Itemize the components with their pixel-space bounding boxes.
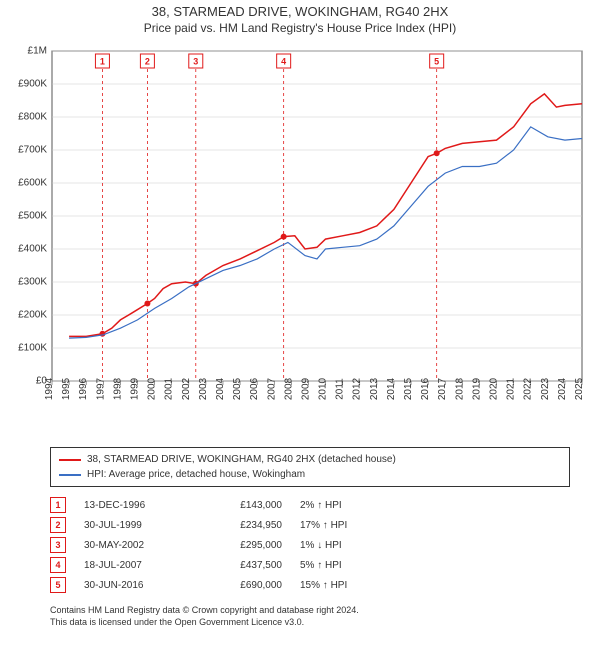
x-tick-label: 2019 [471, 377, 482, 400]
x-tick-label: 2016 [420, 377, 431, 400]
y-tick-label: £700K [18, 145, 47, 156]
sale-event-date: 13-DEC-1996 [84, 500, 184, 511]
sale-event-date: 30-MAY-2002 [84, 540, 184, 551]
sale-event-number: 5 [50, 577, 66, 593]
x-tick-label: 2007 [266, 377, 277, 400]
x-tick-label: 2017 [437, 377, 448, 400]
sale-events-table: 1 13-DEC-1996 £143,000 2% ↑ HPI 2 30-JUL-1999… [50, 495, 570, 595]
sale-event-pct: 15% ↑ HPI [300, 580, 390, 591]
sale-event-pct: 2% ↑ HPI [300, 500, 390, 511]
x-tick-label: 1997 [95, 377, 106, 400]
sale-event-price: £234,950 [202, 520, 282, 531]
footnote-line: Contains HM Land Registry data © Crown c… [50, 605, 570, 617]
sale-event-row: 4 18-JUL-2007 £437,500 5% ↑ HPI [50, 555, 570, 575]
x-tick-label: 2006 [249, 377, 260, 400]
sale-event-pct: 1% ↓ HPI [300, 540, 390, 551]
y-tick-label: £600K [18, 178, 47, 189]
x-tick-label: 2003 [198, 377, 209, 400]
x-tick-label: 2024 [557, 377, 568, 400]
series-hpi [69, 127, 582, 338]
x-tick-label: 2015 [403, 377, 414, 400]
sale-event-number: 1 [50, 497, 66, 513]
x-tick-label: 2025 [574, 377, 585, 400]
sale-marker-number: 3 [193, 56, 198, 66]
sale-marker-number: 2 [145, 56, 150, 66]
sale-event-date: 30-JUN-2016 [84, 580, 184, 591]
x-tick-label: 1994 [44, 377, 55, 400]
sale-event-row: 5 30-JUN-2016 £690,000 15% ↑ HPI [50, 575, 570, 595]
sale-event-price: £143,000 [202, 500, 282, 511]
x-tick-label: 2001 [164, 377, 175, 400]
legend: 38, STARMEAD DRIVE, WOKINGHAM, RG40 2HX … [50, 447, 570, 487]
y-tick-label: £900K [18, 79, 47, 90]
x-tick-label: 2008 [283, 377, 294, 400]
sale-event-number: 4 [50, 557, 66, 573]
x-tick-label: 1995 [61, 377, 72, 400]
x-tick-label: 2010 [318, 377, 329, 400]
page: 38, STARMEAD DRIVE, WOKINGHAM, RG40 2HX … [0, 0, 600, 650]
y-tick-label: £100K [18, 343, 47, 354]
sale-event-price: £437,500 [202, 560, 282, 571]
sale-event-price: £690,000 [202, 580, 282, 591]
legend-item: 38, STARMEAD DRIVE, WOKINGHAM, RG40 2HX … [59, 452, 561, 467]
title-block: 38, STARMEAD DRIVE, WOKINGHAM, RG40 2HX … [0, 0, 600, 35]
sale-event-pct: 17% ↑ HPI [300, 520, 390, 531]
x-tick-label: 2013 [369, 377, 380, 400]
sale-marker-number: 1 [100, 56, 105, 66]
sale-event-date: 30-JUL-1999 [84, 520, 184, 531]
x-tick-label: 2020 [489, 377, 500, 400]
legend-item: HPI: Average price, detached house, Woki… [59, 467, 561, 482]
x-tick-label: 2009 [300, 377, 311, 400]
x-tick-label: 2022 [523, 377, 534, 400]
sale-event-row: 1 13-DEC-1996 £143,000 2% ↑ HPI [50, 495, 570, 515]
chart-svg: £0£100K£200K£300K£400K£500K£600K£700K£80… [8, 41, 592, 441]
x-tick-label: 2004 [215, 377, 226, 400]
sale-event-row: 2 30-JUL-1999 £234,950 17% ↑ HPI [50, 515, 570, 535]
x-tick-label: 2011 [335, 378, 346, 400]
sale-event-price: £295,000 [202, 540, 282, 551]
price-chart: £0£100K£200K£300K£400K£500K£600K£700K£80… [8, 41, 592, 441]
x-tick-label: 2005 [232, 377, 243, 400]
y-tick-label: £400K [18, 244, 47, 255]
x-tick-label: 2021 [506, 377, 517, 400]
sale-event-date: 18-JUL-2007 [84, 560, 184, 571]
sale-event-number: 2 [50, 517, 66, 533]
sale-event-number: 3 [50, 537, 66, 553]
x-tick-label: 1999 [129, 377, 140, 400]
x-tick-label: 2000 [147, 377, 158, 400]
legend-label: 38, STARMEAD DRIVE, WOKINGHAM, RG40 2HX … [87, 452, 396, 467]
x-tick-label: 2014 [386, 377, 397, 400]
sale-marker-number: 5 [434, 56, 439, 66]
y-tick-label: £800K [18, 112, 47, 123]
chart-subtitle: Price paid vs. HM Land Registry's House … [0, 21, 600, 35]
sale-event-row: 3 30-MAY-2002 £295,000 1% ↓ HPI [50, 535, 570, 555]
y-tick-label: £1M [28, 46, 47, 57]
copyright-footnote: Contains HM Land Registry data © Crown c… [50, 605, 570, 628]
x-tick-label: 1996 [78, 377, 89, 400]
legend-swatch [59, 459, 81, 461]
legend-swatch [59, 474, 81, 476]
legend-label: HPI: Average price, detached house, Woki… [87, 467, 305, 482]
x-tick-label: 1998 [112, 377, 123, 400]
x-tick-label: 2002 [181, 377, 192, 400]
y-tick-label: £500K [18, 211, 47, 222]
series-subject [69, 94, 582, 337]
sale-marker-number: 4 [281, 56, 286, 66]
sale-event-pct: 5% ↑ HPI [300, 560, 390, 571]
footnote-line: This data is licensed under the Open Gov… [50, 617, 570, 629]
y-tick-label: £300K [18, 277, 47, 288]
y-tick-label: £200K [18, 310, 47, 321]
x-tick-label: 2018 [454, 377, 465, 400]
address-title: 38, STARMEAD DRIVE, WOKINGHAM, RG40 2HX [0, 4, 600, 19]
x-tick-label: 2012 [352, 377, 363, 400]
x-tick-label: 2023 [540, 377, 551, 400]
